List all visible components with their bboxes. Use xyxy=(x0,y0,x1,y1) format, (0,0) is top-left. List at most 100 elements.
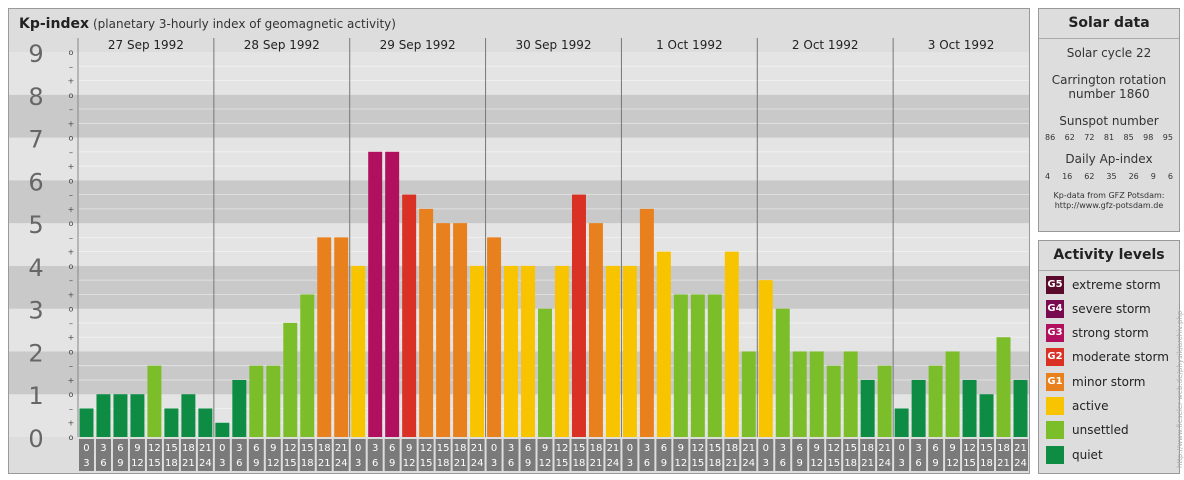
kp-bar xyxy=(504,265,519,437)
kp-bar xyxy=(249,365,264,437)
hour-box xyxy=(809,439,825,471)
hour-box xyxy=(367,439,383,471)
legend-label: severe storm xyxy=(1072,302,1151,316)
hour-start-label: 21 xyxy=(878,443,891,454)
source-link: http://www.gfz-potsdam.de xyxy=(1054,201,1164,210)
kp-bar xyxy=(147,365,162,437)
day-label: 2 Oct 1992 xyxy=(792,38,859,52)
y-sub-tick: + xyxy=(68,290,75,299)
y-tick-label: 6 xyxy=(28,168,43,196)
hour-start-label: 15 xyxy=(437,443,450,454)
kp-bar xyxy=(334,237,349,437)
day-label: 27 Sep 1992 xyxy=(108,38,184,52)
y-tick-label: 1 xyxy=(28,382,43,410)
hour-end-label: 12 xyxy=(403,458,416,469)
hour-start-label: 6 xyxy=(525,443,531,454)
hour-end-label: 6 xyxy=(100,458,106,469)
hour-end-label: 6 xyxy=(372,458,378,469)
ap-value: 9 xyxy=(1150,172,1156,181)
hour-start-label: 9 xyxy=(542,443,548,454)
kp-bar xyxy=(775,308,790,437)
grid-band xyxy=(9,265,1029,309)
hour-box xyxy=(146,439,162,471)
kp-bar xyxy=(707,294,722,437)
chart-title: Kp-index xyxy=(19,16,89,32)
y-sub-tick: o xyxy=(69,262,74,271)
legend-label: unsettled xyxy=(1072,423,1129,437)
y-tick-label: 2 xyxy=(28,339,43,367)
hour-start-label: 6 xyxy=(117,443,123,454)
hour-box xyxy=(469,439,485,471)
hour-box xyxy=(316,439,332,471)
hour-end-label: 24 xyxy=(878,458,891,469)
y-sub-tick: o xyxy=(69,176,74,185)
hour-start-label: 21 xyxy=(471,443,484,454)
hour-end-label: 12 xyxy=(267,458,280,469)
hour-box xyxy=(724,439,740,471)
hour-end-label: 12 xyxy=(946,458,959,469)
hour-box xyxy=(418,439,434,471)
legend-label: moderate storm xyxy=(1072,350,1169,364)
hour-box xyxy=(656,439,672,471)
y-sub-tick: o xyxy=(69,91,74,100)
sunspot-label: Sunspot number xyxy=(1059,114,1159,128)
legend-swatch xyxy=(1046,397,1064,415)
hour-start-label: 12 xyxy=(148,443,161,454)
sunspot-number: 81 xyxy=(1103,133,1115,142)
y-sub-tick: + xyxy=(68,248,75,257)
hour-start-label: 18 xyxy=(318,443,331,454)
hour-start-label: 9 xyxy=(678,443,684,454)
hour-start-label: 9 xyxy=(270,443,276,454)
hour-box xyxy=(622,439,638,471)
kp-bar xyxy=(402,194,417,437)
hour-box xyxy=(248,439,264,471)
hour-start-label: 3 xyxy=(644,443,650,454)
kp-bar xyxy=(843,351,858,437)
hour-end-label: 3 xyxy=(83,458,89,469)
hour-end-label: 9 xyxy=(525,458,531,469)
hour-start-label: 18 xyxy=(997,443,1010,454)
hour-end-label: 9 xyxy=(932,458,938,469)
hour-start-label: 0 xyxy=(763,443,769,454)
hour-box xyxy=(299,439,315,471)
hour-box xyxy=(282,439,298,471)
kp-bar xyxy=(894,408,909,437)
kp-bar xyxy=(911,379,926,437)
hour-box xyxy=(860,439,876,471)
solar-data-panel: Solar data Solar cycle 22 Carrington rot… xyxy=(1038,8,1180,232)
kp-bar xyxy=(1013,379,1028,437)
kp-bar xyxy=(605,265,620,437)
legend-swatch: G4 xyxy=(1046,300,1064,318)
kp-bar xyxy=(130,394,145,437)
day-label: 28 Sep 1992 xyxy=(244,38,320,52)
day-label: 1 Oct 1992 xyxy=(656,38,723,52)
kp-chart-panel: 0 1 2 3 4 5 6 7 8 9 o + – o + – o + – o + – o + – o + – o + – o + – o + – o 27… xyxy=(8,8,1030,474)
hour-end-label: 18 xyxy=(301,458,314,469)
hour-start-label: 15 xyxy=(165,443,178,454)
hour-start-label: 12 xyxy=(691,443,704,454)
carrington-line-2: number 1860 xyxy=(1068,87,1150,101)
kp-bar xyxy=(470,265,485,437)
hour-start-label: 3 xyxy=(236,443,242,454)
y-sub-tick: o xyxy=(69,305,74,314)
hour-start-label: 15 xyxy=(301,443,314,454)
legend-swatch xyxy=(1046,421,1064,439)
hour-end-label: 18 xyxy=(708,458,721,469)
ap-value: 35 xyxy=(1106,172,1117,181)
hour-box xyxy=(486,439,502,471)
kp-bar xyxy=(96,394,111,437)
kp-bar xyxy=(266,365,281,437)
hour-start-label: 6 xyxy=(389,443,395,454)
hour-start-label: 9 xyxy=(406,443,412,454)
legend-item-quiet: quiet xyxy=(1046,445,1103,465)
hour-end-label: 24 xyxy=(742,458,755,469)
hour-box xyxy=(792,439,808,471)
hour-end-label: 21 xyxy=(182,458,195,469)
hour-box xyxy=(877,439,893,471)
day-labels: 27 Sep 1992 28 Sep 1992 29 Sep 1992 30 Sep … xyxy=(108,38,994,52)
kp-bar xyxy=(555,265,569,437)
hour-end-label: 24 xyxy=(335,458,348,469)
hour-box xyxy=(129,439,145,471)
hour-end-label: 9 xyxy=(661,458,667,469)
day-label: 29 Sep 1992 xyxy=(380,38,456,52)
